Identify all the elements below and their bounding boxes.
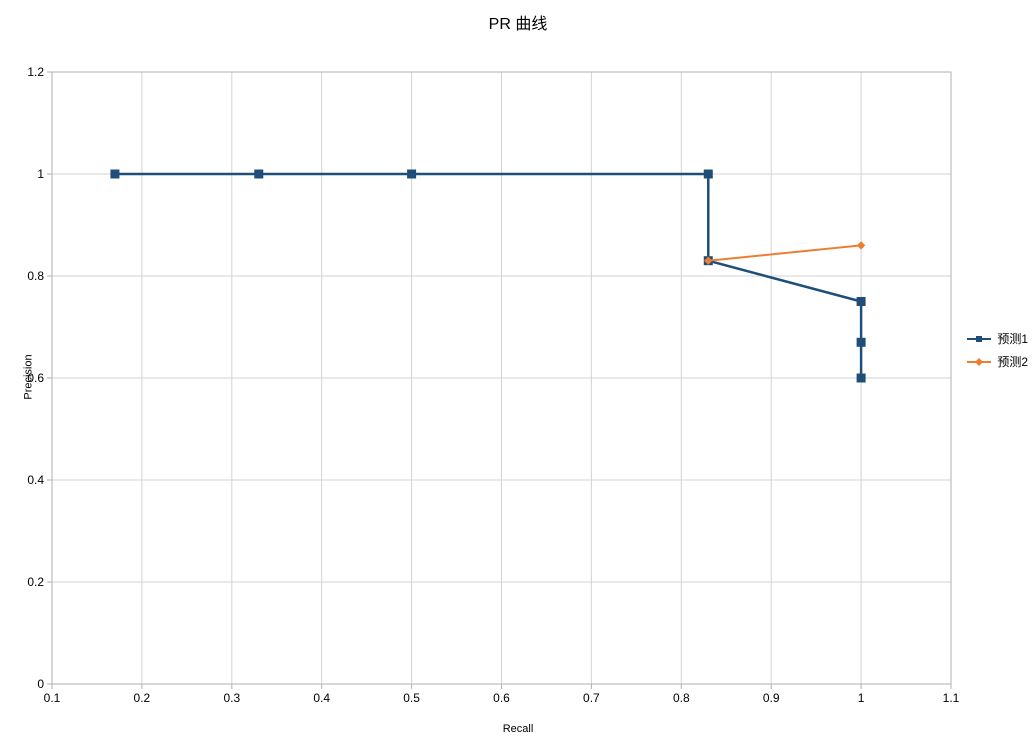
square-marker [255, 170, 263, 178]
axes [47, 72, 951, 689]
gridlines [52, 72, 951, 684]
svg-text:0.5: 0.5 [403, 691, 420, 705]
legend-label: 预测2 [997, 353, 1028, 370]
square-marker [704, 170, 712, 178]
svg-text:0.9: 0.9 [763, 691, 780, 705]
chart-svg: 0.1 0.2 0.3 0.4 0.5 0.6 0.7 0.8 0.9 1 1.1 0 0.2 0.4 0.… [0, 0, 1036, 753]
square-marker [408, 170, 416, 178]
legend-swatch [967, 356, 991, 368]
svg-text:0.8: 0.8 [673, 691, 690, 705]
svg-text:0.6: 0.6 [27, 371, 44, 385]
svg-text:0.6: 0.6 [493, 691, 510, 705]
svg-text:1.2: 1.2 [27, 65, 44, 79]
svg-text:0.8: 0.8 [27, 269, 44, 283]
legend-item: 预测2 [967, 353, 1028, 370]
legend: 预测1预测2 [967, 330, 1028, 376]
svg-text:0: 0 [37, 677, 44, 691]
legend-swatch [967, 333, 991, 345]
square-marker [857, 298, 865, 306]
svg-text:0.2: 0.2 [134, 691, 151, 705]
diamond-marker [858, 242, 865, 249]
svg-text:0.3: 0.3 [223, 691, 240, 705]
chart-container: PR 曲线 Precision Recall 0.10.20.30.40.50.… [0, 0, 1036, 753]
series-line-1 [708, 245, 861, 260]
square-marker [111, 170, 119, 178]
svg-text:0.4: 0.4 [27, 473, 44, 487]
svg-text:0.7: 0.7 [583, 691, 600, 705]
svg-text:1: 1 [37, 167, 44, 181]
svg-text:0.4: 0.4 [313, 691, 330, 705]
square-marker [857, 374, 865, 382]
tick-labels: 0.1 0.2 0.3 0.4 0.5 0.6 0.7 0.8 0.9 1 1.1 0 0.2 0.4 0.… [27, 65, 959, 705]
svg-text:0.2: 0.2 [27, 575, 44, 589]
legend-label: 预测1 [997, 330, 1028, 347]
svg-text:1.1: 1.1 [943, 691, 960, 705]
svg-text:0.1: 0.1 [44, 691, 61, 705]
svg-text:1: 1 [858, 691, 865, 705]
square-marker [857, 338, 865, 346]
legend-item: 预测1 [967, 330, 1028, 347]
